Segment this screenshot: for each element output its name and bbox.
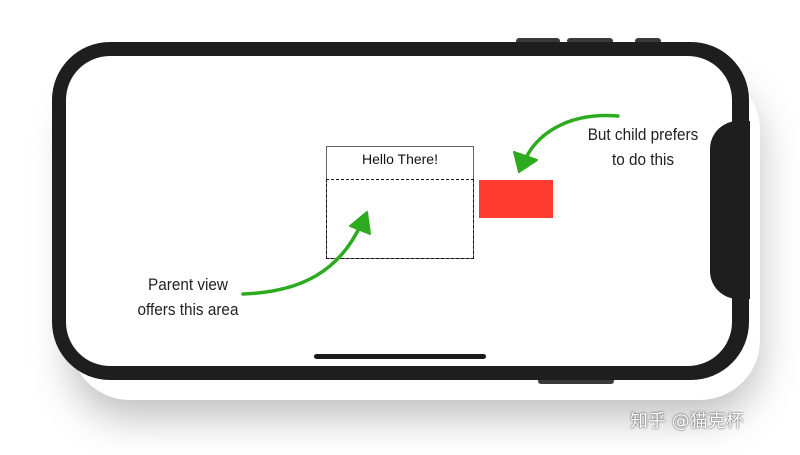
hello-text-label: Hello There! — [361, 151, 438, 167]
child-annotation-line-1: But child prefers — [587, 125, 699, 144]
child-view-annotation: But child prefers to do this — [576, 122, 711, 172]
device-button-top-1 — [516, 38, 560, 44]
home-indicator — [314, 354, 486, 359]
device-notch — [710, 121, 750, 299]
watermark-text: 知乎 @猫克杯 — [630, 411, 744, 432]
device-button-top-3 — [635, 38, 661, 44]
parent-annotation-line-2: offers this area — [137, 300, 239, 319]
child-arrow-icon — [513, 113, 620, 173]
child-annotation-line-2: to do this — [611, 150, 675, 169]
parent-annotation-line-1: Parent view — [148, 275, 228, 294]
parent-arrow-icon — [241, 211, 371, 296]
offered-area-dashed — [326, 179, 474, 259]
device-button-bottom — [538, 378, 614, 384]
device-screen — [66, 56, 732, 366]
parent-view-annotation: Parent view offers this area — [125, 272, 251, 322]
device-button-top-2 — [567, 38, 613, 44]
child-view-rectangle — [479, 180, 553, 218]
